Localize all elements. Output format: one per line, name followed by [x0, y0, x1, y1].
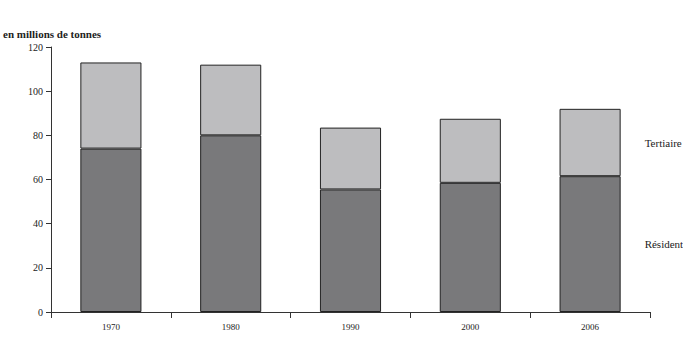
svg-text:1970: 1970 — [102, 322, 121, 332]
svg-text:100: 100 — [28, 86, 43, 97]
svg-text:1990: 1990 — [342, 322, 361, 332]
svg-text:1980: 1980 — [222, 322, 241, 332]
svg-text:Tertiaire: Tertiaire — [645, 137, 682, 149]
svg-text:0: 0 — [38, 307, 43, 318]
svg-text:40: 40 — [33, 218, 43, 229]
svg-text:60: 60 — [33, 174, 43, 185]
svg-text:en millions de tonnes: en millions de tonnes — [3, 28, 102, 40]
svg-text:80: 80 — [33, 130, 43, 141]
svg-text:Résidentiel: Résidentiel — [645, 238, 683, 250]
svg-text:2000: 2000 — [461, 322, 480, 332]
svg-text:20: 20 — [33, 262, 43, 273]
svg-text:2006: 2006 — [581, 322, 600, 332]
svg-text:120: 120 — [28, 42, 43, 53]
